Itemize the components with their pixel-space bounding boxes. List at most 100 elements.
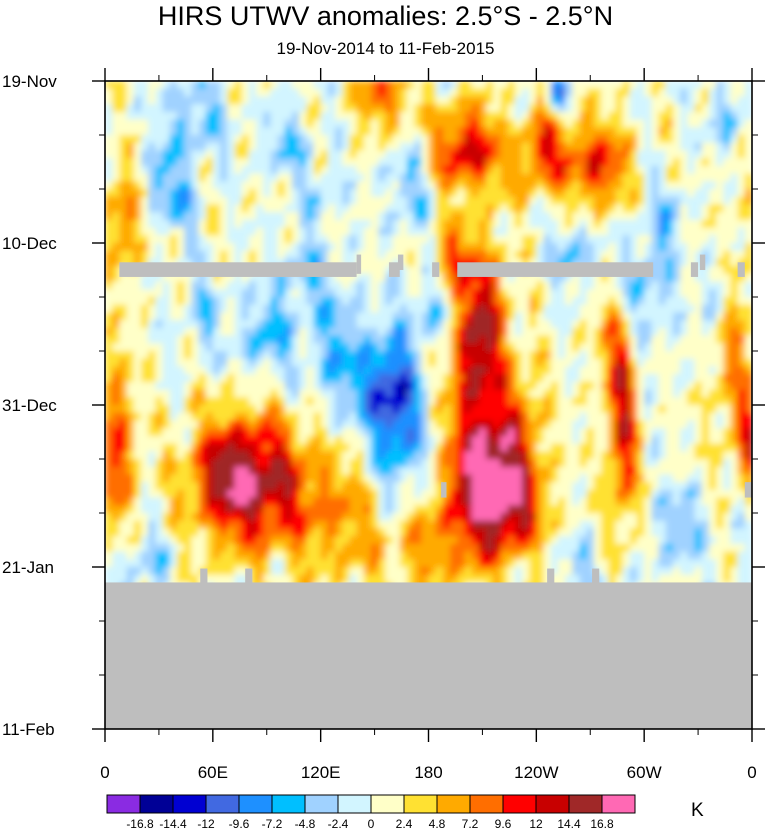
anomaly-cell (701, 482, 710, 491)
anomaly-cell (378, 405, 386, 414)
anomaly-cell (184, 181, 192, 190)
anomaly-cell (608, 111, 617, 121)
anomaly-cell (694, 443, 703, 452)
anomaly-cell (148, 381, 156, 391)
anomaly-cell (500, 243, 509, 252)
anomaly-cell (313, 281, 322, 290)
anomaly-cell (313, 104, 322, 113)
anomaly-cell (205, 173, 214, 182)
anomaly-cell (270, 142, 279, 152)
anomaly-cell (665, 127, 674, 136)
anomaly-cell (651, 297, 660, 306)
anomaly-cell (306, 96, 315, 105)
anomaly-cell (248, 497, 257, 506)
anomaly-cell (507, 343, 516, 352)
anomaly-cell (169, 297, 178, 306)
anomaly-cell (198, 111, 207, 121)
anomaly-cell (220, 381, 228, 391)
anomaly-cell (363, 273, 372, 283)
anomaly-cell (320, 181, 329, 190)
anomaly-cell (550, 320, 559, 329)
anomaly-cell (284, 428, 293, 437)
anomaly-cell (356, 389, 365, 398)
anomaly-cell (708, 266, 717, 275)
anomaly-cell (198, 81, 207, 90)
anomaly-cell (557, 235, 566, 244)
anomaly-cell (658, 204, 667, 213)
anomaly-cell (198, 451, 207, 460)
anomaly-cell (270, 343, 279, 352)
anomaly-cell (148, 505, 156, 514)
anomaly-cell (701, 297, 710, 306)
anomaly-cell (680, 459, 688, 468)
anomaly-cell (529, 304, 537, 314)
anomaly-cell (507, 320, 516, 329)
anomaly-cell (629, 204, 638, 213)
anomaly-cell (536, 219, 545, 229)
anomaly-cell (414, 327, 422, 337)
anomaly-cell (327, 173, 336, 182)
anomaly-cell (313, 273, 322, 283)
anomaly-cell (428, 474, 437, 483)
anomaly-cell (119, 142, 128, 152)
anomaly-cell (536, 335, 545, 344)
anomaly-cell (277, 250, 286, 260)
anomaly-cell (737, 497, 746, 506)
anomaly-cell (471, 189, 480, 198)
anomaly-cell (349, 127, 358, 136)
anomaly-cell (299, 381, 307, 391)
anomaly-cell (608, 389, 617, 398)
anomaly-cell (428, 389, 437, 398)
anomaly-cell (701, 389, 710, 398)
anomaly-cell (529, 104, 537, 113)
anomaly-cell (608, 335, 617, 344)
anomaly-cell (335, 343, 343, 352)
anomaly-cell (105, 119, 113, 128)
anomaly-cell (356, 312, 365, 321)
anomaly-cell (565, 366, 573, 375)
anomaly-cell (608, 235, 617, 244)
anomaly-cell (162, 127, 171, 136)
anomaly-cell (442, 273, 451, 283)
anomaly-cell (493, 374, 501, 383)
anomaly-cell (651, 497, 660, 506)
anomaly-cell (680, 405, 688, 414)
anomaly-cell (327, 374, 336, 383)
anomaly-cell (399, 343, 408, 352)
anomaly-cell (277, 489, 286, 499)
anomaly-cell (220, 366, 228, 375)
anomaly-cell (392, 381, 401, 391)
anomaly-cell (284, 235, 293, 244)
anomaly-cell (572, 497, 581, 506)
anomaly-cell (184, 312, 192, 321)
anomaly-cell (716, 397, 724, 406)
anomaly-cell (205, 312, 214, 321)
anomaly-cell (327, 358, 336, 368)
anomaly-cell (176, 405, 185, 414)
anomaly-cell (184, 127, 192, 136)
anomaly-cell (723, 374, 732, 383)
anomaly-cell (176, 219, 185, 229)
anomaly-cell (220, 165, 228, 175)
anomaly-cell (536, 281, 545, 290)
anomaly-cell (450, 412, 458, 422)
anomaly-cell (478, 297, 487, 306)
anomaly-cell (672, 327, 681, 337)
anomaly-cell (593, 320, 602, 329)
anomaly-cell (536, 312, 545, 321)
anomaly-cell (471, 250, 480, 260)
anomaly-cell (550, 381, 559, 391)
anomaly-cell (615, 150, 624, 159)
anomaly-cell (335, 443, 343, 452)
anomaly-cell (478, 250, 487, 260)
anomaly-cell (119, 243, 128, 252)
anomaly-cell (198, 389, 207, 398)
anomaly-cell (327, 304, 336, 314)
anomaly-cell (486, 405, 494, 414)
anomaly-cell (277, 235, 286, 244)
anomaly-cell (730, 96, 739, 105)
anomaly-cell (241, 435, 250, 445)
anomaly-cell (277, 111, 286, 121)
anomaly-cell (205, 389, 214, 398)
anomaly-cell (140, 497, 149, 506)
